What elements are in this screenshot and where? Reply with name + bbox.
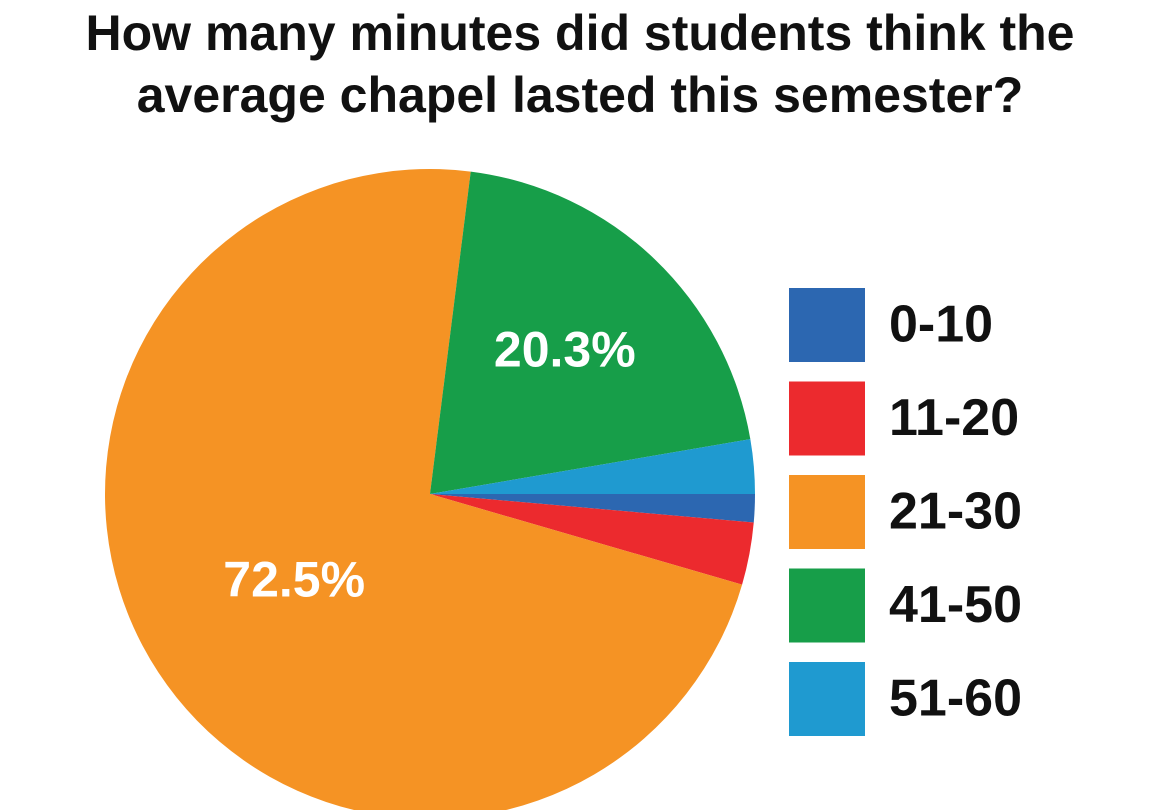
- legend-swatch: [789, 381, 865, 456]
- pie-slice: [430, 494, 755, 523]
- legend-swatch: [789, 288, 865, 362]
- legend-label: 51-60: [889, 670, 1022, 728]
- legend-swatch: [789, 568, 865, 643]
- chart-title: How many minutes did students think the …: [85, 5, 1075, 123]
- legend-label: 21-30: [889, 483, 1022, 541]
- pie-slice: [105, 169, 743, 810]
- pie-slice: [430, 171, 751, 494]
- pie-slice: [430, 439, 755, 494]
- legend-swatch: [789, 475, 865, 549]
- pie-slice: [430, 494, 754, 585]
- data-label: 72.5%: [223, 551, 365, 607]
- legend-label: 0-10: [889, 296, 993, 354]
- legend-swatch: [789, 662, 865, 736]
- legend-label: 41-50: [889, 576, 1022, 634]
- data-label: 20.3%: [494, 321, 636, 377]
- legend-label: 11-20: [889, 389, 1019, 447]
